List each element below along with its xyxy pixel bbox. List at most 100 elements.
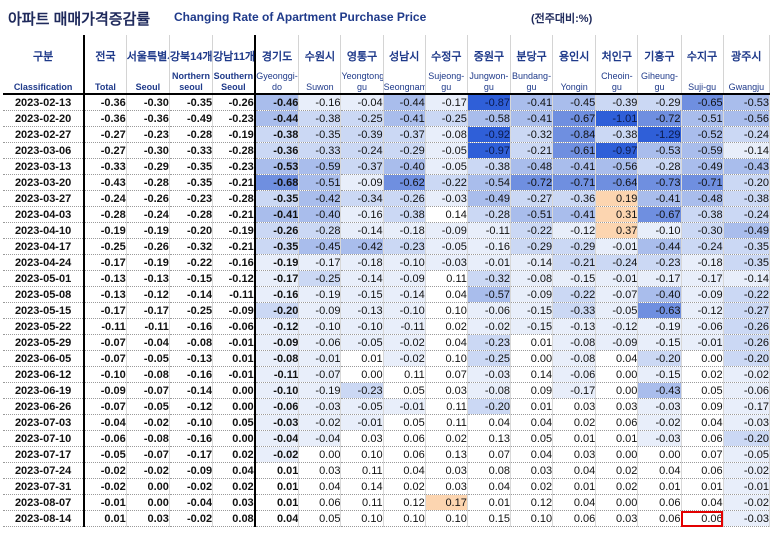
header-english-12: Yongin <box>552 63 597 95</box>
rate-cell: -0.05 <box>126 350 170 367</box>
rate-cell: -0.49 <box>467 190 512 207</box>
rate-cell: -0.17 <box>681 270 724 287</box>
rate-cell: 0.00 <box>126 478 170 495</box>
header-korean-5: 경기도 <box>254 35 300 63</box>
rate-cell: 0.06 <box>637 510 682 527</box>
rate-cell: -0.29 <box>552 238 597 255</box>
rate-cell: -0.38 <box>723 190 771 207</box>
rate-cell: -0.19 <box>298 382 342 399</box>
rate-cell: -0.09 <box>595 334 639 351</box>
rate-cell: -0.01 <box>595 270 639 287</box>
header-korean-11: 분당구 <box>510 35 554 63</box>
rate-cell: -0.09 <box>383 270 426 287</box>
rate-cell: -0.09 <box>340 174 384 191</box>
rate-cell: -0.07 <box>595 286 639 303</box>
rate-cell: -0.11 <box>84 318 127 335</box>
rate-cell: -0.19 <box>637 318 682 335</box>
rate-cell: -0.33 <box>84 158 127 175</box>
rate-cell: -0.01 <box>212 334 256 351</box>
row-date: 2023-07-31 <box>3 478 86 495</box>
rate-cell: -0.92 <box>467 126 512 143</box>
header-korean-4: 강남11개구 <box>212 35 256 63</box>
rate-cell: -0.02 <box>298 414 342 431</box>
table-row: 2023-02-27 -0.27 -0.23 -0.28 -0.19 -0.38 -0.35… <box>3 126 771 143</box>
rate-cell: 0.05 <box>298 510 342 527</box>
rate-cell: -0.15 <box>169 270 214 287</box>
rate-cell: -0.02 <box>723 366 771 383</box>
rate-cell: 0.11 <box>340 462 384 479</box>
rate-cell: 0.02 <box>681 366 724 383</box>
header-korean-16: 광주시 <box>723 35 771 63</box>
rate-cell: -0.36 <box>84 94 127 111</box>
rate-cell: -0.07 <box>126 382 170 399</box>
rate-cell: -0.10 <box>169 414 214 431</box>
table-row: 2023-04-03 -0.28 -0.24 -0.28 -0.21 -0.41 -0.40… <box>3 206 771 223</box>
rate-cell: -0.09 <box>254 334 300 351</box>
rate-cell: -0.01 <box>84 494 127 511</box>
table-row: 2023-03-06 -0.27 -0.30 -0.33 -0.28 -0.36 -0.33… <box>3 142 771 159</box>
rate-cell: -0.02 <box>723 462 771 479</box>
row-date: 2023-02-20 <box>3 110 86 127</box>
rate-cell: -0.21 <box>212 174 256 191</box>
rate-cell: -0.41 <box>552 206 597 223</box>
rate-cell: -0.41 <box>510 110 554 127</box>
header-korean-10: 중원구 <box>467 35 512 63</box>
rate-cell: -0.44 <box>383 94 426 111</box>
rate-cell: -0.17 <box>126 302 170 319</box>
rate-cell: 0.03 <box>212 494 256 511</box>
rate-cell: 0.11 <box>340 494 384 511</box>
rate-cell: -0.01 <box>595 238 639 255</box>
row-date: 2023-02-13 <box>3 94 86 111</box>
rate-cell: -0.15 <box>637 366 682 383</box>
row-date: 2023-05-29 <box>3 334 86 351</box>
rate-cell: -0.02 <box>126 462 170 479</box>
rate-cell: -0.11 <box>212 286 256 303</box>
rate-cell: -0.01 <box>298 350 342 367</box>
rate-cell: 0.14 <box>510 366 554 383</box>
header-korean-2: 서울특별시 <box>126 35 170 63</box>
rate-cell: -0.03 <box>425 190 468 207</box>
rate-cell: 0.01 <box>340 350 384 367</box>
rate-cell: -0.08 <box>510 270 554 287</box>
rate-cell: -0.06 <box>254 398 300 415</box>
header-english-15: Suji-gu <box>681 63 724 95</box>
rate-cell: -0.36 <box>552 190 597 207</box>
rate-cell: 0.00 <box>595 494 639 511</box>
header-korean-0: 구분 <box>3 35 86 63</box>
row-date: 2023-03-20 <box>3 174 86 191</box>
header-english-13: Cheoin-gu <box>595 63 639 95</box>
rate-cell: 0.03 <box>425 478 468 495</box>
rate-cell: -0.41 <box>637 190 682 207</box>
rate-cell: -0.13 <box>552 318 597 335</box>
row-date: 2023-08-14 <box>3 510 86 527</box>
rate-cell: -0.17 <box>425 94 468 111</box>
rate-cell: -0.33 <box>298 142 342 159</box>
rate-cell: -0.35 <box>169 174 214 191</box>
rate-cell: 0.04 <box>425 286 468 303</box>
rate-cell: -0.30 <box>126 94 170 111</box>
row-date: 2023-06-26 <box>3 398 86 415</box>
rate-cell: 0.05 <box>681 382 724 399</box>
rate-cell: -0.41 <box>552 158 597 175</box>
rate-cell: -0.19 <box>84 222 127 239</box>
rate-cell: -0.37 <box>340 158 384 175</box>
rate-cell: -0.14 <box>510 254 554 271</box>
rate-cell: -0.16 <box>212 254 256 271</box>
rate-cell: -0.38 <box>467 158 512 175</box>
rate-cell: -0.51 <box>298 174 342 191</box>
rate-cell: -0.39 <box>595 94 639 111</box>
rate-cell: -0.45 <box>298 238 342 255</box>
rate-cell: -0.24 <box>340 142 384 159</box>
rate-cell: 0.02 <box>595 462 639 479</box>
rate-cell: 0.02 <box>383 478 426 495</box>
rate-cell: -0.06 <box>467 302 512 319</box>
rate-cell: -0.06 <box>552 366 597 383</box>
rate-cell: -0.16 <box>169 318 214 335</box>
rate-cell: -0.67 <box>637 206 682 223</box>
rate-cell: -0.13 <box>126 270 170 287</box>
rate-cell: 0.03 <box>595 398 639 415</box>
rate-cell: -0.18 <box>681 254 724 271</box>
header-korean-14: 기흥구 <box>637 35 682 63</box>
rate-cell: -0.67 <box>552 110 597 127</box>
rate-cell: 0.06 <box>595 414 639 431</box>
